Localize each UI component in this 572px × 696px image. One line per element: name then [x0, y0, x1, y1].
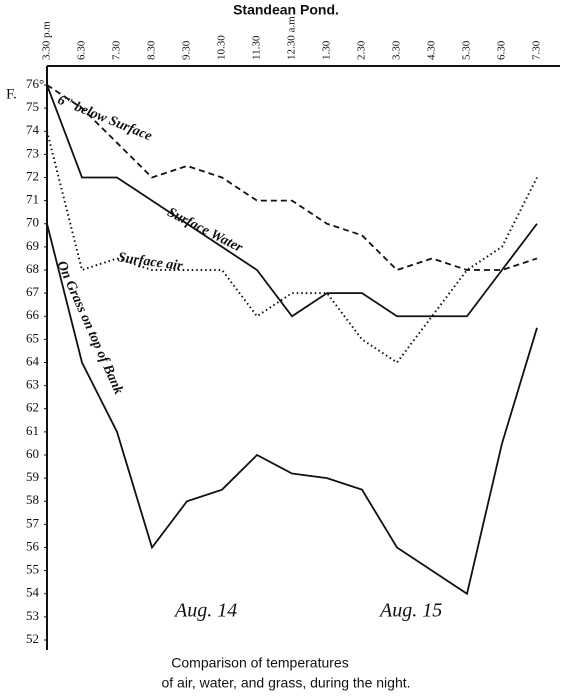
y-tick-label: 64: [26, 353, 40, 368]
y-tick-label: 55: [26, 562, 39, 577]
y-tick-label: 70: [26, 215, 39, 230]
x-tick-label: 3.30: [391, 40, 403, 60]
y-tick-label: 56: [26, 538, 40, 553]
annotation: Aug. 14: [173, 600, 237, 622]
x-tick-label: 6.30: [496, 40, 508, 60]
x-tick-label: 1.30: [321, 40, 333, 60]
line: [46, 131, 538, 364]
line: [46, 84, 538, 272]
y-tick-label: 59: [26, 469, 39, 484]
y-tick-label: 65: [26, 330, 39, 345]
x-tick-label: 9.30: [181, 40, 193, 60]
y-tick-label: 57: [26, 515, 40, 530]
x-tick-label: 3.30 p.m: [41, 21, 53, 60]
x-tick-label: 10.30: [216, 35, 228, 60]
y-tick-label: 76°: [26, 76, 44, 91]
line: [46, 84, 538, 318]
series-label: 6" below Surface: [55, 93, 154, 144]
series-label: Surface Water: [165, 205, 246, 256]
line: [46, 223, 538, 596]
y-tick-label: 53: [26, 608, 39, 623]
annotation: Aug. 15: [378, 600, 442, 622]
y-tick-label: 72: [26, 168, 39, 183]
y-axis-label: F.: [6, 86, 17, 102]
y-tick-label: 75: [26, 99, 39, 114]
x-tick-label: 8.30: [146, 40, 158, 60]
x-tick-label: 6.30: [76, 40, 88, 60]
y-tick-label: 68: [26, 261, 39, 276]
x-tick-label: 4.30: [426, 40, 438, 60]
y-tick-label: 67: [26, 284, 40, 299]
y-tick-label: 63: [26, 377, 39, 392]
y-tick-label: 60: [26, 446, 39, 461]
series-label: Surface air: [117, 250, 184, 274]
y-tick-label: 62: [26, 400, 39, 415]
y-tick-label: 61: [26, 423, 39, 438]
y-tick-label: 73: [26, 145, 39, 160]
chart-title: Standean Pond.: [233, 2, 339, 18]
y-tick-label: 69: [26, 238, 39, 253]
y-tick-label: 54: [26, 585, 40, 600]
caption: Comparison of temperatures: [171, 655, 348, 671]
y-tick-label: 58: [26, 492, 39, 507]
caption: of air, water, and grass, during the nig…: [161, 675, 410, 691]
x-tick-label: 5.30: [461, 40, 473, 60]
y-tick-label: 74: [26, 122, 40, 137]
x-tick-label: 12.30 a.m: [286, 16, 298, 60]
y-tick-label: 66: [26, 307, 40, 322]
y-tick-label: 71: [26, 192, 39, 207]
x-tick-label: 2.30: [356, 40, 368, 60]
y-tick-label: 52: [26, 631, 39, 646]
x-tick-label: 7.30: [111, 40, 123, 60]
x-tick-label: 7.30: [531, 40, 543, 60]
x-tick-label: 11.30: [251, 35, 263, 60]
